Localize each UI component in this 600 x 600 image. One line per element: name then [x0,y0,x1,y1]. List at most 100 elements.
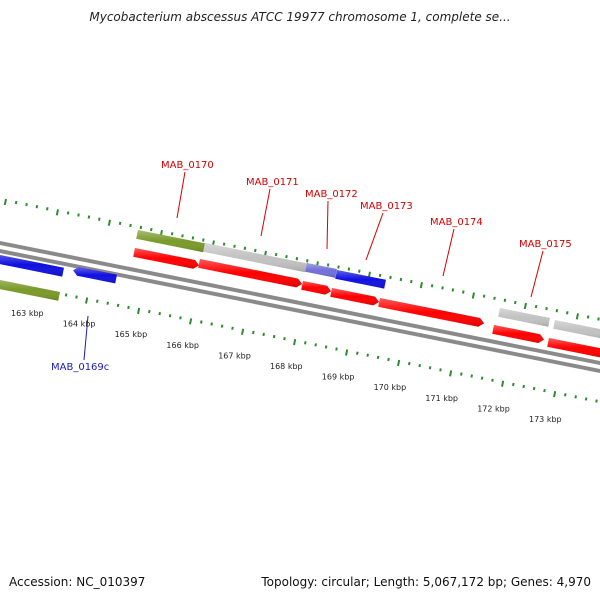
tick-mark [191,236,195,240]
gc-segment-shade [553,320,600,339]
tick-mark [231,326,234,330]
tick-mark [553,391,557,398]
tick-mark [376,355,380,360]
gene-label-mab-0174[interactable]: MAB_0174 [430,217,483,228]
scale-label: 165 kbp [115,330,148,339]
tick-mark [366,353,369,357]
gene-label-mab-0175[interactable]: MAB_0175 [519,239,572,250]
tick-mark [139,225,143,230]
tick-mark [543,388,546,393]
tick-mark [449,370,453,377]
cds-arrow-shade [301,281,332,295]
scale-label: 169 kbp [322,373,355,382]
tick-mark [397,359,401,367]
tick-mark [523,302,527,310]
tick-mark [514,300,517,305]
tick-mark [168,314,172,318]
tick-mark [356,351,359,355]
tick-mark [304,341,307,345]
scale-labels: 163 kbp 164 kbp 165 kbp 166 kbp 167 kbp 168 k… [11,309,562,424]
scale-label: 171 kbp [425,394,458,403]
tick-mark [378,273,382,278]
tick-mark [335,347,338,351]
tick-mark [189,318,193,325]
tick-mark [98,217,101,221]
map-title: Mycobacterium abscessus ATCC 19977 chrom… [89,10,511,24]
tick-mark [14,200,18,205]
tick-mark [522,384,525,389]
tick-mark [107,219,111,226]
tick-mark [345,349,349,356]
gene-leader-line [83,315,89,361]
gene-leader-line [530,250,544,298]
gene-label-mab-0171[interactable]: MAB_0171 [246,177,299,188]
tick-mark [491,378,494,382]
tick-mark [324,345,328,349]
cds-arrow-shade [547,338,600,358]
tick-mark [85,297,89,304]
tick-mark [66,211,70,215]
tick-mark [441,286,444,290]
tick-mark [283,336,286,341]
gene-leader-line [442,228,455,277]
cds-arrow-shade [330,288,380,306]
tick-mark [471,292,475,299]
tick-mark [272,334,276,339]
tick-mark [439,368,442,372]
tick-mark [233,244,236,248]
tick-mark [64,293,68,297]
gene-label-mab-0170[interactable]: MAB_0170 [161,160,214,171]
tick-mark [116,303,120,308]
tick-mark [399,277,403,282]
tick-mark [210,322,213,326]
tick-mark [555,309,559,313]
gc-segment-shade [305,263,337,278]
backbone-line [0,249,600,374]
tick-mark [3,198,7,206]
tick-mark [127,305,130,310]
tick-mark [285,254,288,259]
gene-labels: MAB_0169cMAB_0170MAB_0171MAB_0172MAB_017… [51,160,572,373]
tick-mark [295,257,299,261]
tick-mark [387,357,390,362]
tick-mark [584,397,588,401]
cds-arrow-shade [198,259,303,288]
tick-mark [419,282,423,289]
gc-segment-shade [203,243,307,273]
tick-mark [243,246,247,250]
tick-mark [532,386,536,391]
tick-mark [493,296,496,300]
tick-mark [430,284,434,288]
gene-label-mab-0169c[interactable]: MAB_0169c [51,362,109,373]
gc-segment-shade [136,230,205,253]
gene-label-mab-0172[interactable]: MAB_0172 [305,189,358,200]
tick-mark [75,295,78,299]
tick-mark [35,205,39,209]
tick-mark [503,298,507,302]
tick-mark [470,374,473,378]
tick-mark [586,315,590,319]
gene-label-mab-0173[interactable]: MAB_0173 [360,201,413,212]
tick-mark [595,399,598,403]
tick-mark [137,307,141,315]
tick-mark [118,221,122,226]
backbone [0,241,600,374]
scale-label: 170 kbp [374,383,407,392]
scale-label: 173 kbp [529,415,562,424]
tick-mark [534,304,538,309]
tick-mark [220,324,224,328]
tick-mark [314,343,317,347]
scale-label: 167 kbp [218,351,251,360]
gene-leader-line [365,212,384,261]
tick-mark [129,223,132,228]
tick-mark [202,238,205,242]
tick-mark [274,252,278,257]
tick-mark [254,248,257,253]
tick-mark [46,207,49,211]
tick-mark [96,299,99,303]
tick-mark [462,290,465,294]
cds-arrow-shade [335,270,386,289]
tick-mark [55,209,59,216]
tick-mark [158,311,161,316]
